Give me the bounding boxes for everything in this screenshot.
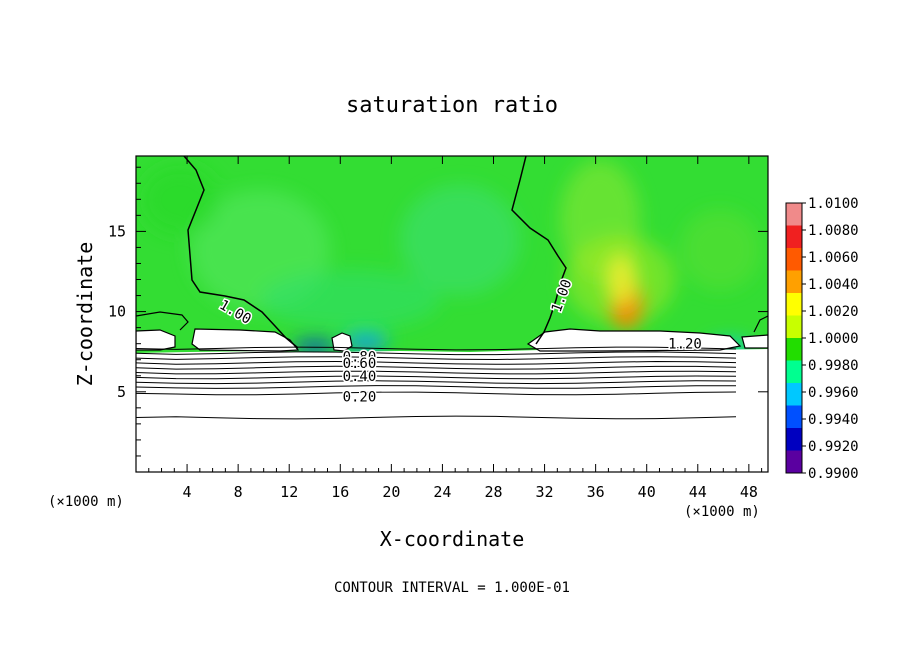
- colorbar-swatch: [786, 248, 802, 271]
- colorbar-label: 1.0080: [808, 223, 859, 239]
- x-tick-label: 44: [689, 483, 707, 501]
- field-feature: [343, 337, 388, 350]
- colorbar-label: 1.0020: [808, 304, 859, 320]
- contour-1-00-mid: [511, 156, 567, 345]
- x-tick-label: 20: [382, 483, 400, 501]
- contour-line: [136, 346, 737, 351]
- colorbar-swatch: [786, 360, 802, 384]
- contour-line: [136, 385, 736, 389]
- colorbar-label: 0.9960: [808, 385, 859, 401]
- colorbar-swatch: [786, 225, 802, 249]
- colorbar-label: 1.0060: [808, 250, 859, 266]
- plot-frame: [135, 155, 769, 473]
- colorbar-label: 0.9980: [808, 358, 859, 374]
- y-axis-ticks: 5 10 15: [108, 166, 768, 457]
- x-tick-label: 8: [234, 483, 243, 501]
- x-tick-label: 48: [740, 483, 758, 501]
- contour-1-00-right: [753, 315, 768, 333]
- contour-lines: [136, 346, 737, 420]
- contour-1-00-left: [183, 156, 299, 349]
- colorbar: 1.0100 1.0080 1.0060 1.0040 1.0020 1.0000 0.99…: [785, 196, 859, 482]
- contour-line: [136, 365, 737, 370]
- contour-label: 0.40: [343, 369, 377, 385]
- field-texture: [140, 160, 760, 330]
- x-tick-label: 40: [638, 483, 656, 501]
- cloud-blobs: [136, 328, 768, 352]
- contour-label: 1.20: [668, 337, 702, 353]
- colorbar-label: 0.9920: [808, 439, 859, 455]
- lower-region: [136, 349, 768, 472]
- colorbar-swatch: [786, 428, 802, 451]
- colorbar-swatch: [786, 383, 802, 406]
- colorbar-label: 0.9900: [808, 466, 859, 482]
- contour-line: [136, 375, 737, 380]
- colorbar-swatch: [786, 315, 802, 339]
- contour-line: [136, 370, 737, 375]
- plot-area: 1.00 1.001.200.800.600.400.20: [136, 156, 768, 472]
- x-tick-label: 12: [280, 483, 298, 501]
- colorbar-swatch: [786, 293, 802, 316]
- x-axis-ticks: 4 8 12 16 20 24 28 32 36 40 44 48: [148, 156, 763, 501]
- colorbar-label: 0.9940: [808, 412, 859, 428]
- contour-1-00-left-b: [136, 311, 189, 331]
- x-axis-label: X-coordinate: [380, 527, 525, 551]
- colorbar-label: 1.0040: [808, 277, 859, 293]
- colorbar-swatch: [786, 450, 802, 474]
- colorbar-label: 1.0000: [808, 331, 859, 347]
- contour-line: [136, 391, 737, 396]
- x-tick-label: 16: [331, 483, 349, 501]
- contour-label: 0.20: [343, 390, 377, 406]
- contour-line: [136, 351, 737, 356]
- colorbar-label: 1.0100: [808, 196, 859, 212]
- contour-label: 0.80: [343, 350, 377, 366]
- contour-label: 0.60: [343, 356, 377, 372]
- chart-title: saturation ratio: [346, 93, 558, 118]
- footer-note: CONTOUR INTERVAL = 1.000E-01: [334, 580, 570, 596]
- y-tick-label: 10: [108, 303, 126, 321]
- x-tick-label: 24: [433, 483, 451, 501]
- colorbar-swatch: [786, 203, 802, 226]
- colorbar-swatch: [786, 405, 802, 429]
- contour-line: [136, 415, 737, 420]
- colorbar-swatch: [786, 338, 802, 361]
- contour-line: [136, 360, 737, 365]
- x-tick-label: 4: [183, 483, 192, 501]
- y-unit-label: (×1000 m): [48, 494, 124, 510]
- colorbar-swatch: [786, 270, 802, 294]
- x-tick-label: 36: [587, 483, 605, 501]
- y-axis-label: Z-coordinate: [73, 242, 97, 387]
- field-feature: [605, 253, 638, 306]
- contour-line: [136, 380, 737, 385]
- y-tick-label: 5: [117, 383, 126, 401]
- x-tick-label: 28: [484, 483, 502, 501]
- x-unit-label: (×1000 m): [684, 504, 760, 520]
- x-tick-label: 32: [536, 483, 554, 501]
- contour-line: [136, 356, 737, 361]
- y-tick-label: 15: [108, 222, 126, 240]
